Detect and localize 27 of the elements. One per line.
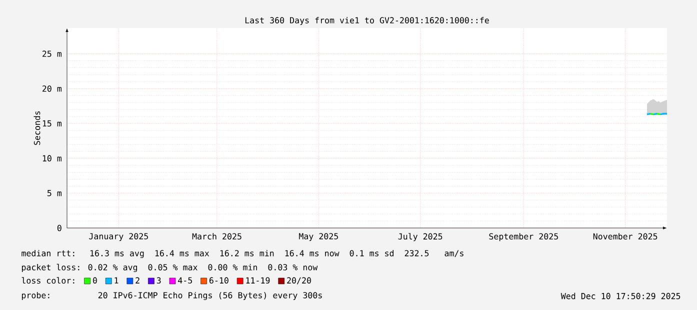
text: median rtt: 16.3 ms avg 16.4 ms max 16.2 ms min 16.4 ms now 0.1 ms sd 232.5 am/s — [22, 250, 464, 258]
y-tick-label: 10 m — [42, 155, 62, 162]
legend-label: 2 — [136, 277, 140, 284]
legend-label: 1 — [114, 277, 118, 284]
legend-label: 6-10 — [209, 277, 228, 284]
y-tick-label: 5 m — [48, 190, 62, 196]
legend-label: 3 — [156, 277, 161, 284]
y-tick-label: 0 — [57, 224, 62, 232]
legend-label: 0 — [93, 277, 97, 284]
x-tick-label: September 2025 — [489, 233, 558, 242]
text: probe: 20 IPv6-ICMP Echo Pings (56 Bytes) every 300s — [22, 292, 322, 300]
legend-label: 11-19 — [246, 277, 270, 284]
text: Wed Dec 10 17:50:29 2025 — [560, 292, 680, 300]
x-tick-label: March 2025 — [192, 233, 242, 240]
text: packet loss: 0.02 % avg 0.05 % max 0.00 % min 0.03 % now — [22, 264, 318, 272]
y-tick-label: 15 m — [42, 120, 62, 127]
y-axis-title: Seconds — [34, 111, 40, 145]
x-tick-label: January 2025 — [89, 233, 148, 241]
y-tick-label: 20 m — [42, 85, 62, 92]
x-tick-label: May 2025 — [299, 233, 338, 241]
legend-label: 20/20 — [287, 277, 311, 284]
legend-label: 4-5 — [178, 277, 192, 284]
chart-title: Last 360 Days from vie1 to GV2-2001:1620:1000::fe — [245, 16, 489, 26]
y-tick-label: 25 m — [42, 50, 62, 57]
legend-title: loss color: — [22, 277, 74, 284]
x-tick-label: July 2025 — [398, 233, 442, 242]
x-tick-label: November 2025 — [593, 233, 658, 240]
